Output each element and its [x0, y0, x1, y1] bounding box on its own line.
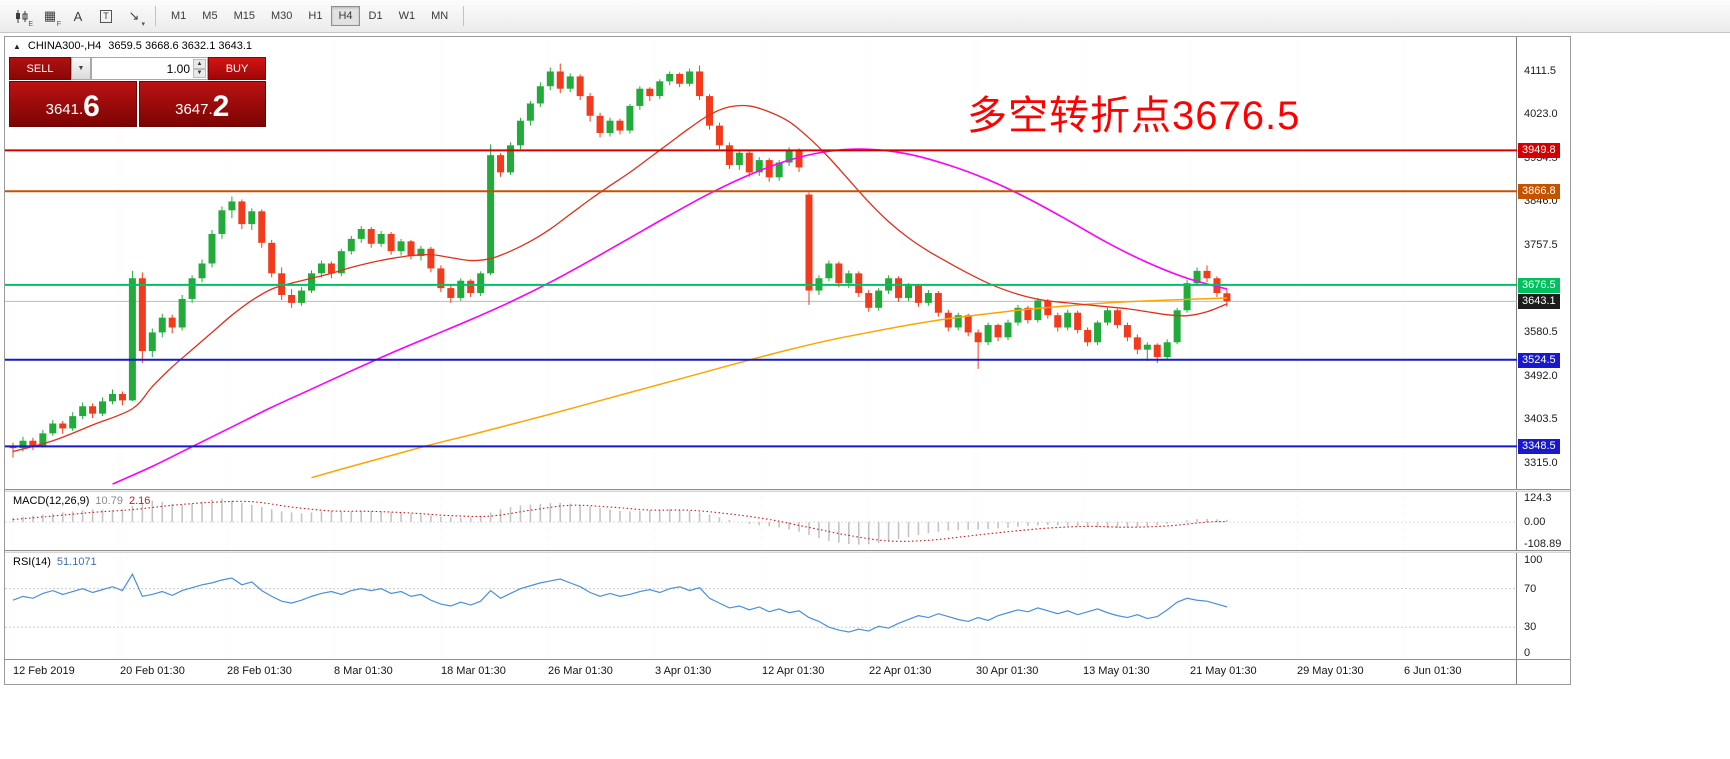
time-label: 26 Mar 01:30: [548, 665, 613, 677]
symbol-name: CHINA300-,H4: [27, 40, 102, 52]
grid-tool-icon[interactable]: ▦ F: [43, 8, 61, 28]
volume-field: ▲ ▼: [91, 57, 208, 80]
macd-label: MACD(12,26,9) 10.79 2.16: [13, 495, 150, 507]
rsi-value: 51.1071: [56, 556, 97, 568]
macd-pane[interactable]: MACD(12,26,9) 10.79 2.16: [5, 492, 1517, 550]
tab-m15[interactable]: M15: [233, 10, 255, 22]
rsi-tick-label: 100: [1524, 553, 1543, 566]
buy-button[interactable]: BUY: [208, 57, 266, 80]
font-a-icon[interactable]: A: [73, 8, 83, 24]
price-line-tag: 3643.1: [1518, 294, 1560, 310]
price-axis[interactable]: 4111.54023.03934.53846.03757.53669.03580…: [1517, 37, 1570, 489]
price-tick-label: 3403.5: [1524, 413, 1558, 426]
tab-m1[interactable]: M1: [171, 10, 187, 22]
time-label: 18 Mar 01:30: [441, 665, 506, 677]
toolbar: E ▦ F A T ↘ ▾ M1 M5 M15 M30 H1 H4 D1 W1 MN: [0, 0, 1730, 33]
rsi-tick-label: 30: [1524, 621, 1537, 634]
sell-button[interactable]: SELL: [9, 57, 71, 80]
price-tick-label: 4111.5: [1524, 64, 1557, 77]
price-tick-label: 3757.5: [1524, 239, 1558, 252]
price-tick-label: 4023.0: [1524, 108, 1558, 121]
chart-header: ▲ CHINA300-,H4 3659.5 3668.6 3632.1 3643…: [13, 40, 252, 52]
collapse-panel-icon[interactable]: ▲: [13, 41, 21, 51]
draw-arrow-icon[interactable]: ↘ ▾: [128, 8, 145, 28]
rsi-indicator-name: RSI(14): [13, 556, 51, 568]
ohlc-readout: 3659.5 3668.6 3632.1 3643.1: [108, 40, 253, 52]
tab-m5[interactable]: M5: [202, 10, 218, 22]
rsi-tick-label: 0: [1524, 647, 1531, 659]
time-label: 12 Feb 2019: [13, 665, 75, 677]
time-axis-corner: [1517, 660, 1570, 684]
time-label: 13 May 01:30: [1083, 665, 1150, 677]
toolbar-separator: [463, 6, 465, 26]
buy-price-tile[interactable]: 3647. 2: [138, 81, 266, 127]
toolbar-separator: [155, 6, 156, 26]
volume-down-button[interactable]: ▼: [193, 68, 206, 78]
ask-price: 3647.: [175, 101, 213, 118]
macd-indicator-name: MACD(12,26,9): [13, 495, 90, 507]
rsi-pane-separator[interactable]: [5, 550, 1570, 553]
volume-input[interactable]: [92, 58, 207, 79]
price-line-tag: 3676.5: [1518, 277, 1560, 293]
time-label: 29 May 01:30: [1297, 665, 1364, 677]
volume-up-button[interactable]: ▲: [193, 59, 206, 69]
price-line-tag: 3348.5: [1518, 439, 1560, 455]
chart-candles-icon[interactable]: E: [9, 4, 35, 28]
macd-tick-label: 124.3: [1524, 492, 1552, 504]
volume-dropdown-icon[interactable]: ▼: [71, 57, 91, 80]
time-label: 28 Feb 01:30: [227, 665, 292, 677]
macd-axis[interactable]: 124.3 0.00 -108.89: [1517, 492, 1570, 550]
macd-main-value: 10.79: [95, 495, 123, 507]
tab-mn[interactable]: MN: [431, 10, 449, 22]
macd-pane-separator[interactable]: [5, 489, 1570, 492]
text-label-icon[interactable]: T: [93, 4, 119, 28]
price-line-tag: 3524.5: [1518, 352, 1560, 368]
turning-point-annotation: 多空转折点3676.5: [967, 94, 1301, 138]
main-chart[interactable]: ▲ CHINA300-,H4 3659.5 3668.6 3632.1 3643…: [5, 37, 1517, 489]
tab-h4[interactable]: H4: [331, 6, 360, 26]
tab-w1[interactable]: W1: [398, 10, 416, 22]
time-label: 30 Apr 01:30: [976, 665, 1039, 677]
time-label: 22 Apr 01:30: [869, 665, 932, 677]
rsi-axis[interactable]: 100 70 30 0: [1517, 553, 1570, 659]
rsi-pane[interactable]: RSI(14) 51.1071: [5, 553, 1517, 659]
time-label: 21 May 01:30: [1190, 665, 1257, 677]
macd-tick-label: -108.89: [1524, 538, 1562, 550]
tab-m30[interactable]: M30: [270, 10, 293, 22]
price-tick-label: 3580.5: [1524, 326, 1558, 339]
one-click-trading-panel: SELL ▼ ▲ ▼ BUY 3641.6: [9, 57, 266, 127]
time-label: 6 Jun 01:30: [1404, 665, 1462, 677]
rsi-label: RSI(14) 51.1071: [13, 556, 97, 568]
price-tick-label: 3315.0: [1524, 456, 1558, 469]
time-label: 20 Feb 01:30: [120, 665, 185, 677]
price-tick-label: 3492.0: [1524, 369, 1558, 382]
macd-tick-label: 0.00: [1524, 516, 1546, 529]
chart-window: ▲ CHINA300-,H4 3659.5 3668.6 3632.1 3643…: [4, 36, 1571, 685]
rsi-tick-label: 70: [1524, 582, 1537, 595]
bid-price-big-digit: 6: [83, 90, 100, 123]
sell-price-tile[interactable]: 3641. 6: [9, 81, 137, 127]
price-line-tag: 3866.8: [1518, 184, 1560, 200]
macd-signal-value: 2.16: [128, 495, 151, 507]
ask-price-big-digit: 2: [212, 90, 230, 123]
timeframe-toolbar: M1 M5 M15 M30 H1 H4 D1 W1 MN: [163, 6, 456, 26]
tab-h1[interactable]: H1: [308, 10, 323, 22]
price-line-tag: 3949.8: [1518, 143, 1560, 159]
bid-price: 3641.: [45, 101, 84, 118]
drawing-tools-group: E ▦ F A T ↘ ▾: [8, 4, 148, 28]
time-label: 8 Mar 01:30: [334, 665, 393, 677]
time-axis[interactable]: 12 Feb 2019 20 Feb 01:30 28 Feb 01:30 8 Mar…: [5, 660, 1517, 684]
time-label: 12 Apr 01:30: [762, 665, 825, 677]
time-label: 3 Apr 01:30: [655, 665, 712, 677]
tab-d1[interactable]: D1: [368, 10, 383, 22]
